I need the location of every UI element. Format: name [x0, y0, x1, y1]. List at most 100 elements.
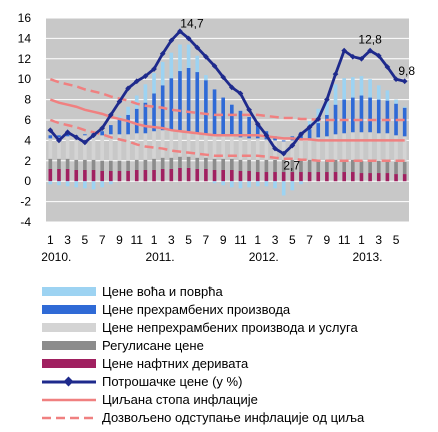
bar-segment: [238, 159, 243, 171]
bar-segment: [342, 172, 346, 182]
y-tick-label: 12: [18, 52, 32, 66]
cpi-point: [401, 78, 408, 85]
bar-segment: [359, 76, 364, 96]
bar-segment: [109, 125, 113, 135]
bar-segment: [169, 157, 174, 169]
bar-segment: [299, 159, 303, 173]
bar-segment: [273, 172, 277, 182]
bar-segment: [394, 99, 398, 104]
bar-segment: [195, 55, 200, 73]
bar-segment: [385, 133, 390, 161]
y-tick-label: 16: [18, 11, 32, 25]
bar-segment: [325, 159, 329, 173]
bar-segment: [316, 172, 321, 182]
x-tick-label: 3: [375, 233, 382, 247]
bar-segment: [48, 138, 53, 159]
bar-segment: [186, 156, 191, 168]
bar-segment: [299, 172, 303, 182]
bar-segment: [169, 78, 174, 131]
bar-segment: [230, 158, 234, 170]
bar-segment: [221, 158, 225, 170]
bar-segment: [117, 171, 122, 182]
bar-segment: [385, 90, 390, 101]
cpi-point: [272, 145, 278, 152]
bar-segment: [91, 169, 96, 182]
legend-item-target: Циљана стопа инфлације: [34, 391, 434, 409]
legend-label: Цене непрехрамбених производа и услуга: [102, 320, 358, 335]
bar-segment: [247, 138, 251, 160]
bar-segment: [281, 159, 286, 173]
bar-segment: [134, 108, 139, 134]
bar-segment: [57, 168, 61, 182]
bar-segment: [230, 169, 234, 182]
bar-segment: [169, 52, 174, 79]
x-tick-label: 1: [151, 233, 158, 247]
year-label: 2012.: [249, 250, 279, 264]
legend-item-oil: Цене нафтних деривата: [34, 355, 434, 373]
y-tick-label: 6: [24, 113, 31, 127]
legend-swatch-cpi: [42, 376, 96, 387]
bar-segment: [204, 168, 208, 182]
cpi-point: [142, 73, 149, 79]
bar-segment: [333, 172, 338, 182]
bar-segment: [169, 168, 174, 182]
legend-swatch-target: [42, 398, 96, 402]
bar-segment: [325, 114, 329, 137]
bar-segment: [238, 137, 243, 160]
bar-segment: [299, 181, 303, 185]
bar-segment: [178, 167, 182, 182]
bar-segment: [351, 77, 355, 98]
bar-segment: [57, 137, 61, 159]
bar-segment: [109, 171, 113, 182]
bar-segment: [83, 169, 87, 182]
bar-segment: [100, 160, 104, 171]
bar-segment: [247, 116, 251, 139]
y-tick-label: 10: [18, 72, 32, 86]
cpi-point: [298, 131, 304, 138]
data-label: 12,8: [358, 33, 382, 47]
y-tick-label: 2: [24, 154, 31, 168]
x-tick-label: 7: [306, 233, 313, 247]
bar-segment: [143, 169, 148, 182]
bar-segment: [307, 172, 312, 182]
legend-label: Регулисане цене: [102, 338, 204, 353]
bar-segment: [376, 99, 381, 134]
bar-segment: [376, 133, 381, 161]
bar-segment: [117, 134, 122, 161]
bar-segment: [290, 159, 295, 173]
bar-segment: [333, 84, 338, 105]
bar-segment: [402, 136, 407, 162]
legend-label: Дозвољено одступање инфлације од циља: [102, 410, 365, 425]
x-tick-label: 9: [116, 233, 123, 247]
bar-segment: [48, 181, 53, 185]
bar-segment: [152, 93, 156, 132]
bar-segment: [255, 181, 260, 187]
y-tick-label: 14: [18, 31, 32, 45]
bar-segment: [152, 73, 156, 94]
bar-segment: [255, 172, 260, 182]
bar-segment: [221, 169, 225, 182]
bar-segment: [342, 99, 346, 134]
x-tick-label: 9: [324, 233, 331, 247]
bar-segment: [57, 181, 61, 186]
bar-segment: [100, 171, 104, 182]
bar-segment: [204, 157, 208, 169]
bar-segment: [316, 123, 321, 138]
year-label: 2013.: [352, 250, 382, 264]
bar-segment: [255, 138, 260, 160]
cpi-point: [289, 142, 296, 149]
cpi-point: [116, 98, 123, 105]
legend-item-fruit: Цене воћа и поврћа: [34, 283, 434, 301]
bar-segment: [247, 159, 251, 171]
bar-segment: [394, 161, 398, 175]
bar-segment: [247, 181, 251, 188]
x-tick-label: 11: [234, 233, 247, 247]
bar-segment: [290, 172, 295, 182]
year-label: 2010.: [41, 250, 71, 264]
bar-segment: [212, 169, 217, 182]
bar-segment: [342, 133, 346, 160]
bar-segment: [325, 136, 329, 160]
y-tick-label: 0: [24, 174, 31, 188]
y-tick-label: 8: [24, 93, 31, 107]
